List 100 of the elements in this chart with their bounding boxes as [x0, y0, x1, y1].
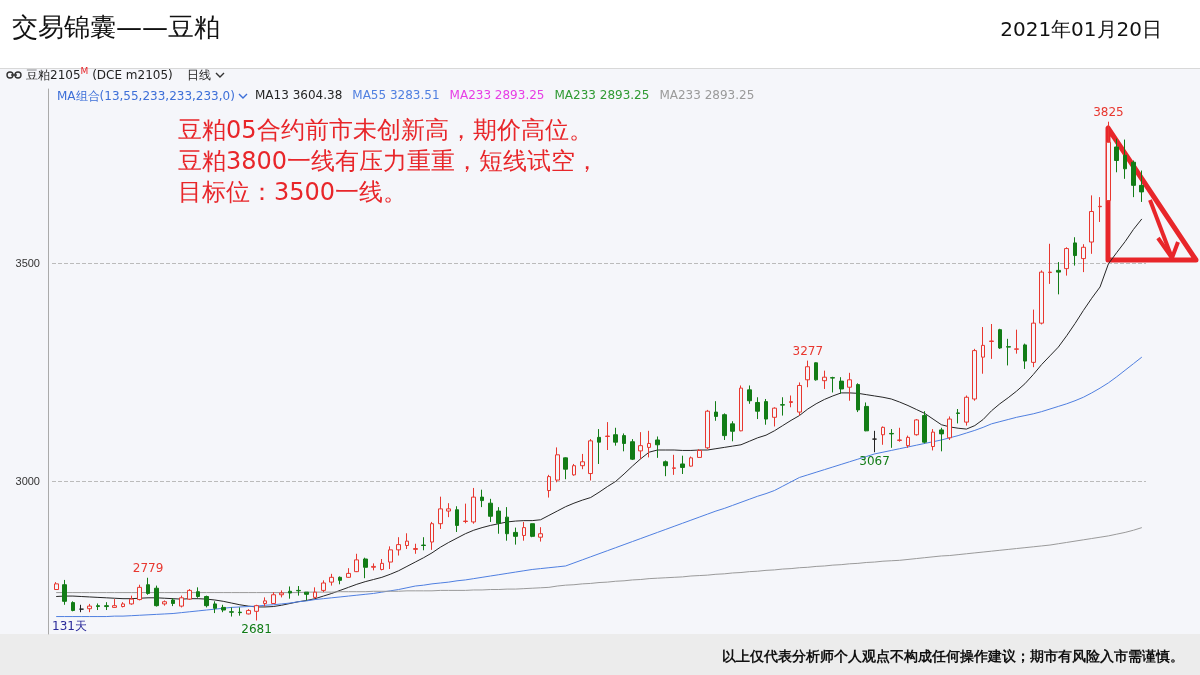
candlestick	[338, 575, 342, 585]
annotation: 豆粕3800一线有压力重重，短线试空，	[178, 146, 600, 177]
candlestick	[939, 427, 944, 452]
candlestick	[1014, 329, 1019, 355]
annotation: 131天	[52, 618, 87, 635]
candlestick	[655, 435, 660, 459]
chart-title: 交易锦囊——豆粕	[12, 11, 220, 44]
candlestick	[388, 545, 393, 570]
candlestick	[171, 597, 175, 607]
annotation: MA组合(13,55,233,233,233,0)	[57, 88, 235, 105]
candlestick	[538, 526, 543, 543]
candlestick	[956, 408, 960, 424]
candlestick	[847, 372, 852, 402]
candlestick	[906, 435, 910, 449]
candlestick	[822, 370, 827, 390]
text: 以上仅代表分析师个人观点不构成任何操作建议；期市有风险入市需谨慎。	[722, 648, 1184, 666]
annotation: 2681	[241, 622, 272, 637]
candlestick	[246, 608, 251, 615]
candlestick	[62, 579, 67, 606]
candlestick	[914, 418, 919, 437]
candlestick	[672, 454, 676, 476]
candlestick	[146, 577, 150, 596]
candlestick	[162, 599, 167, 607]
candlestick	[705, 409, 710, 450]
candlestick	[104, 601, 109, 611]
candlestick	[71, 600, 75, 612]
candlestick	[87, 603, 92, 613]
candlestick	[947, 415, 952, 441]
candlestick	[722, 412, 727, 441]
candlestick	[179, 595, 184, 608]
candlestick	[830, 376, 835, 393]
candlestick	[680, 455, 685, 475]
annotation: 3825	[1093, 104, 1124, 119]
line-series	[55, 218, 1143, 608]
candlestick	[271, 591, 276, 605]
candlestick	[764, 398, 768, 426]
candlestick	[739, 384, 743, 432]
candlestick	[288, 585, 292, 600]
candlestick	[689, 456, 693, 468]
candlestick	[881, 425, 885, 446]
candlestick	[196, 586, 200, 599]
candlestick	[463, 503, 468, 524]
candlestick	[1064, 246, 1069, 277]
candlestick	[998, 328, 1002, 350]
candlestick	[421, 536, 426, 551]
candlestick	[1023, 343, 1027, 370]
candlestick	[1081, 243, 1086, 273]
candlestick	[187, 588, 192, 601]
candlestick	[154, 585, 159, 608]
candlestick	[897, 427, 902, 443]
candlestick	[872, 430, 877, 453]
candlestick	[238, 606, 242, 617]
candlestick	[964, 395, 969, 427]
candlestick	[780, 396, 785, 417]
candlestick	[839, 376, 844, 395]
candlestick	[563, 456, 568, 480]
candlestick	[321, 579, 326, 593]
candlestick	[772, 406, 777, 427]
candlestick	[380, 558, 384, 571]
candlestick	[530, 523, 535, 538]
candlestick	[471, 487, 476, 525]
candlestick	[346, 567, 351, 579]
text: MA233 2893.25	[659, 88, 755, 102]
candlestick	[647, 430, 651, 458]
candlestick	[1131, 160, 1136, 198]
candlestick	[856, 382, 860, 413]
candlestick	[605, 421, 610, 451]
candlestick	[213, 600, 217, 614]
annotation: 目标位：3500一线。	[178, 177, 409, 208]
candlestick	[413, 543, 418, 555]
text: MA13 3604.38	[255, 88, 343, 102]
candlestick	[329, 573, 334, 587]
candlestick	[981, 326, 985, 375]
y-tick-label: 3500	[15, 257, 40, 270]
candlestick	[313, 586, 317, 600]
candlestick	[513, 527, 518, 546]
candlestick	[229, 606, 234, 618]
candlestick	[814, 361, 818, 382]
candlestick	[663, 459, 668, 477]
candlestick	[121, 601, 125, 608]
candlestick	[1098, 196, 1102, 223]
candlestick	[1056, 261, 1061, 295]
candlestick	[496, 506, 501, 535]
y-tick-label: 3000	[15, 475, 40, 488]
candlestick	[1073, 236, 1077, 267]
candlestick	[438, 496, 443, 530]
candlestick	[972, 348, 977, 402]
candlestick	[505, 506, 509, 542]
candlestick	[613, 427, 618, 447]
legend-label: MA233 2893.25	[449, 88, 545, 102]
candlestick	[1114, 138, 1119, 173]
candlestick	[922, 410, 927, 444]
candlestick	[363, 557, 368, 579]
candlestick	[889, 428, 894, 449]
candlestick	[371, 562, 376, 571]
candlestick	[714, 400, 718, 422]
candlestick	[254, 604, 259, 621]
candlestick	[755, 396, 760, 420]
annotation: 3067	[859, 454, 890, 469]
candlestick	[597, 428, 601, 465]
